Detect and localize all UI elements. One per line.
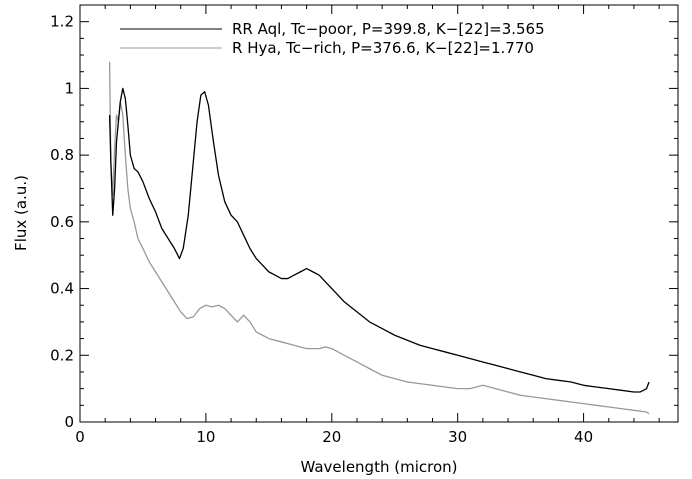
legend-label-rr-aql: RR Aql, Tc−poor, P=399.8, K−[22]=3.565 [232, 20, 545, 38]
series-lines [110, 62, 649, 414]
y-tick-label: 0.6 [50, 213, 74, 231]
y-tick-label: 0.4 [50, 280, 74, 298]
y-tick-label: 1.2 [50, 13, 74, 31]
y-axis-label: Flux (a.u.) [12, 175, 30, 251]
legend: RR Aql, Tc−poor, P=399.8, K−[22]=3.565 R… [120, 20, 545, 57]
x-tick-label: 0 [75, 428, 85, 446]
series-line-rr-aql [110, 88, 649, 392]
x-axis-label: Wavelength (micron) [300, 458, 457, 476]
legend-label-r-hya: R Hya, Tc−rich, P=376.6, K−[22]=1.770 [232, 39, 534, 57]
y-tick-label: 0.2 [50, 346, 74, 364]
x-tick-label: 20 [322, 428, 341, 446]
y-tick-label: 1 [64, 79, 74, 97]
axis-ticks: 0 10 20 30 40 0 0.2 0.4 0.6 0.8 1 1.2 [50, 5, 678, 446]
series-line-r-hya [110, 62, 649, 414]
y-tick-label: 0.8 [50, 146, 74, 164]
x-tick-label: 10 [196, 428, 215, 446]
x-tick-label: 40 [574, 428, 593, 446]
y-tick-label: 0 [64, 413, 74, 431]
x-tick-label: 30 [448, 428, 467, 446]
plot-frame [80, 5, 678, 422]
